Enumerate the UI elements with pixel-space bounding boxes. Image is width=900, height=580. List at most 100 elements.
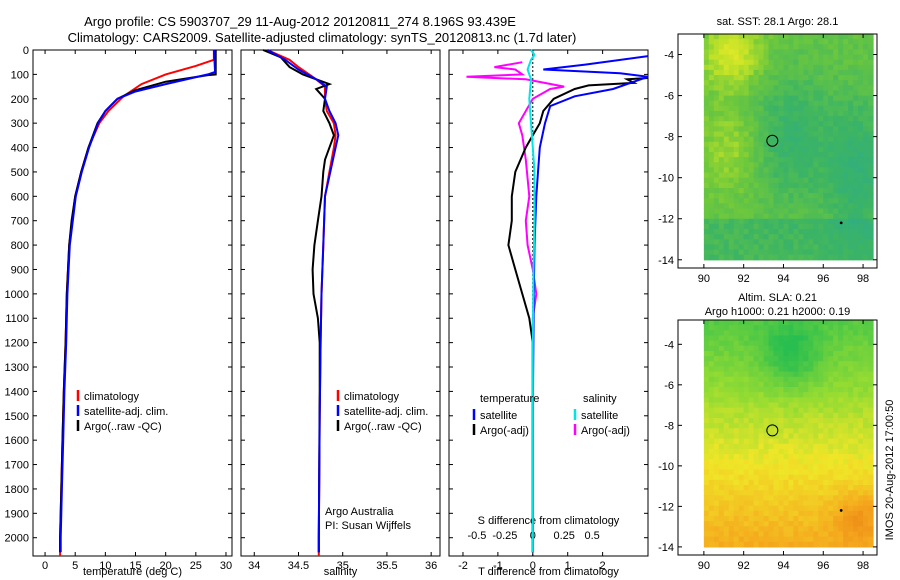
map-cell bbox=[723, 187, 730, 194]
map-cell bbox=[833, 469, 839, 476]
map-cell bbox=[853, 345, 859, 352]
map-cell bbox=[773, 136, 780, 143]
map-cell bbox=[748, 54, 755, 61]
map-cell bbox=[863, 198, 869, 204]
map-cell bbox=[808, 64, 814, 71]
map-cell bbox=[778, 95, 785, 102]
map-cell bbox=[703, 500, 710, 507]
map-cell bbox=[743, 167, 750, 174]
map-cell bbox=[808, 448, 814, 455]
map-cell bbox=[718, 495, 725, 502]
map-cell bbox=[848, 187, 854, 194]
map-cell bbox=[773, 402, 780, 409]
map-cell bbox=[788, 136, 795, 143]
map-cell bbox=[838, 474, 844, 481]
map-cell bbox=[748, 213, 755, 220]
map-cell bbox=[788, 116, 795, 122]
map-cell bbox=[758, 392, 765, 398]
map-cell bbox=[738, 100, 745, 107]
map-cell bbox=[803, 162, 809, 169]
map-cell bbox=[723, 417, 730, 424]
map-cell bbox=[778, 433, 785, 440]
map-cell bbox=[858, 541, 864, 548]
map-cell bbox=[843, 387, 849, 393]
map-cell bbox=[703, 85, 710, 92]
map-cell bbox=[773, 392, 780, 398]
map-cell bbox=[798, 515, 804, 522]
map-cell bbox=[733, 162, 740, 169]
map-cell bbox=[713, 203, 720, 210]
map-cell bbox=[713, 187, 720, 194]
map-cell bbox=[748, 167, 755, 174]
map-cell bbox=[868, 44, 874, 50]
map-cell bbox=[733, 49, 740, 56]
map-cell bbox=[778, 110, 785, 117]
map-cell bbox=[813, 371, 819, 378]
map-cell bbox=[753, 182, 760, 189]
map-cell bbox=[818, 417, 824, 424]
map-cell bbox=[798, 397, 804, 404]
map-cell bbox=[793, 387, 799, 393]
map-cell bbox=[713, 361, 720, 368]
map-cell bbox=[823, 203, 829, 210]
map-cell bbox=[813, 162, 819, 169]
map-cell bbox=[818, 141, 824, 148]
map-cell bbox=[803, 167, 809, 174]
map-cell bbox=[748, 75, 755, 81]
map-cell bbox=[813, 392, 819, 398]
map-cell bbox=[738, 448, 745, 455]
map-cell bbox=[823, 249, 829, 256]
map-cell bbox=[713, 521, 720, 527]
map-cell bbox=[733, 531, 740, 538]
map-cell bbox=[758, 459, 765, 465]
map-cell bbox=[713, 381, 720, 388]
map-cell bbox=[748, 464, 755, 471]
map-cell bbox=[823, 371, 829, 378]
map-cell bbox=[858, 254, 864, 261]
map-cell bbox=[703, 417, 710, 424]
map-cell bbox=[783, 177, 790, 184]
map-cell bbox=[743, 213, 750, 220]
map-cell bbox=[793, 376, 799, 383]
map-cell bbox=[723, 387, 730, 393]
map-cell bbox=[803, 320, 809, 326]
map-cell bbox=[818, 366, 824, 373]
map-cell bbox=[748, 335, 755, 342]
x-tick-label: 35.5 bbox=[376, 560, 397, 572]
map-cell bbox=[798, 464, 804, 471]
map-cell bbox=[768, 80, 775, 86]
map-cell bbox=[753, 387, 760, 393]
map-cell bbox=[783, 320, 790, 326]
map-cell bbox=[833, 521, 839, 527]
map-cell bbox=[763, 356, 770, 362]
map-cell bbox=[838, 39, 844, 45]
map-cell bbox=[713, 340, 720, 347]
map-cell bbox=[768, 59, 775, 66]
map-cell bbox=[708, 208, 715, 215]
map-cell bbox=[773, 345, 780, 352]
map-cell bbox=[833, 229, 839, 235]
map-cell bbox=[708, 531, 715, 538]
map-cell bbox=[708, 141, 715, 148]
map-cell bbox=[733, 167, 740, 174]
map-cell bbox=[723, 105, 730, 112]
map-cell bbox=[848, 105, 854, 112]
side-timestamp: IMOS 20-Aug-2012 17:00:50 bbox=[884, 400, 896, 541]
map-cell bbox=[838, 356, 844, 362]
map-cell bbox=[833, 49, 839, 56]
map-cell bbox=[708, 213, 715, 220]
map-cell bbox=[703, 350, 710, 357]
map-cell bbox=[773, 479, 780, 486]
map-cell bbox=[828, 85, 834, 92]
map-cell bbox=[843, 39, 849, 45]
map-cell bbox=[833, 39, 839, 45]
map-cell bbox=[733, 505, 740, 512]
map-cell bbox=[788, 474, 795, 481]
map-cell bbox=[778, 356, 785, 362]
map-cell bbox=[793, 505, 799, 512]
map-cell bbox=[743, 448, 750, 455]
map-cell bbox=[863, 116, 869, 122]
map-cell bbox=[718, 213, 725, 220]
map-cell bbox=[788, 167, 795, 174]
map-cell bbox=[783, 495, 790, 502]
